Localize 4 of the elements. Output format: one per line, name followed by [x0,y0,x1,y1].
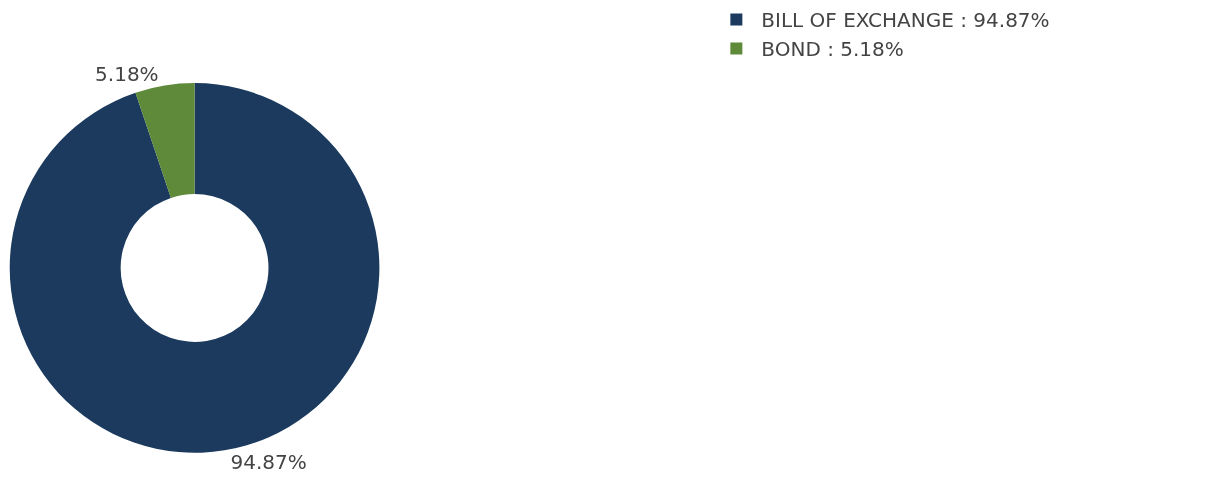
data-label: 94.87% [230,450,307,475]
legend-label: BOND : 5.18% [761,37,904,62]
legend-label: BILL OF EXCHANGE : 94.87% [761,8,1050,33]
data-label: 5.18% [95,61,159,86]
